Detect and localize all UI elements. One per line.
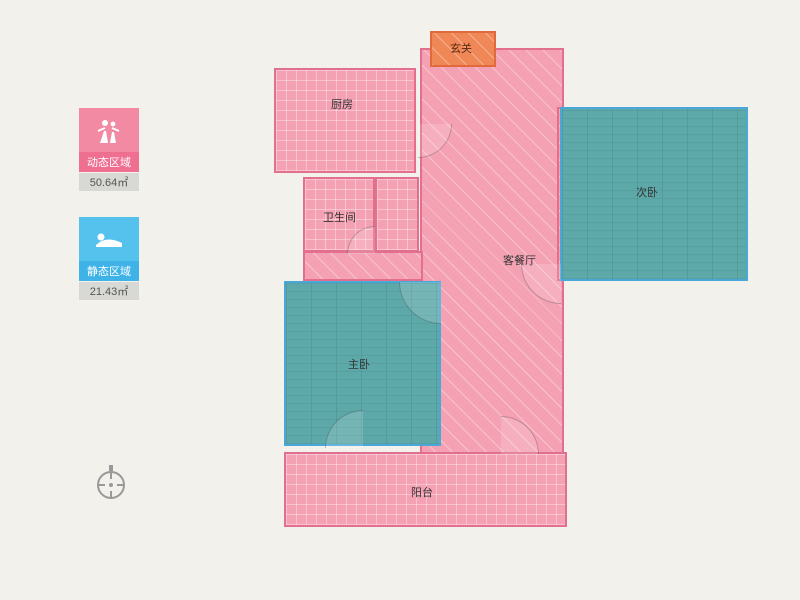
legend-dynamic-label: 动态区域 (79, 152, 139, 172)
legend-static: 静态区域 21.43㎡ (79, 217, 143, 300)
legend-dynamic: 动态区域 50.64㎡ (79, 108, 143, 191)
room-bathroom-ext (375, 177, 419, 252)
room-label-bedroom1: 主卧 (348, 356, 370, 372)
room-label-balcony: 阳台 (411, 484, 433, 500)
room-label-entrance: 玄关 (450, 40, 472, 56)
legend-dynamic-value: 50.64㎡ (79, 173, 139, 191)
room-label-bedroom2: 次卧 (636, 184, 658, 200)
room-living (420, 48, 564, 458)
legend-static-label: 静态区域 (79, 261, 139, 281)
room-kitchen (274, 68, 416, 173)
sleep-icon (79, 217, 139, 261)
people-icon (79, 108, 139, 152)
floorplan: 客餐厅玄关厨房卫生间次卧主卧阳台 (243, 14, 773, 584)
room-label-bathroom: 卫生间 (323, 209, 356, 225)
room-label-kitchen: 厨房 (331, 96, 353, 112)
legend-static-value: 21.43㎡ (79, 282, 139, 300)
compass-icon (91, 461, 131, 501)
legend: 动态区域 50.64㎡ 静态区域 21.43㎡ (79, 108, 143, 326)
room-hall-below-bath (303, 251, 423, 281)
